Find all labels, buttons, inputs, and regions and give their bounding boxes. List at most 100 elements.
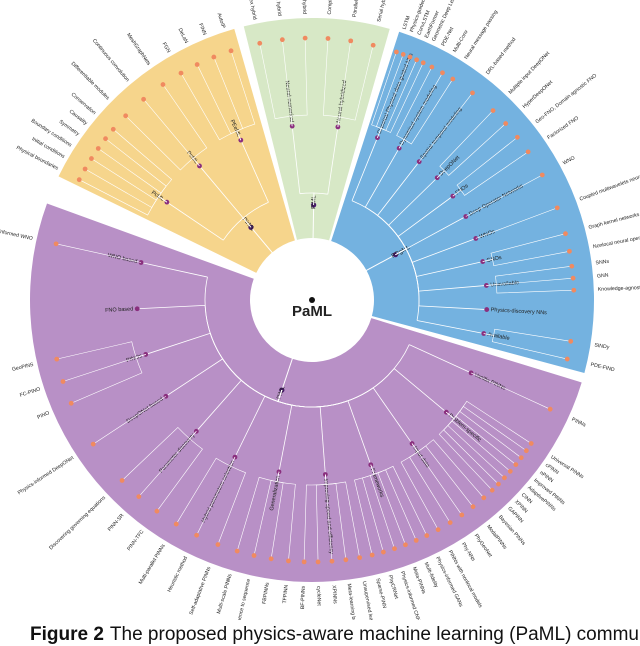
leaf-label: PINN-SR	[107, 513, 126, 533]
branch-link	[372, 387, 413, 444]
leaf-link	[56, 243, 142, 263]
leaf-node	[567, 248, 572, 254]
root-link	[311, 205, 315, 301]
branch-link	[418, 285, 487, 292]
leaf-link	[452, 151, 529, 197]
branch-link	[418, 305, 487, 310]
branch-arc	[204, 276, 283, 402]
leaf-link	[436, 123, 506, 178]
caption-prefix: Figure 2	[30, 624, 104, 645]
leaf-node	[569, 263, 575, 269]
leaf-label: Factorized FNO	[546, 115, 580, 141]
leaf-link	[162, 84, 208, 167]
leaf-node	[470, 504, 476, 510]
leaf-label: Neural message passing	[463, 9, 499, 60]
leaf-node	[568, 338, 574, 344]
leaf-label: Parallel hybrid	[352, 0, 363, 18]
root-link	[281, 299, 313, 391]
sector-pigml	[331, 31, 594, 373]
leaf-label: Coupled multiwavelets neural operator	[579, 166, 640, 203]
branch-link	[234, 395, 266, 458]
leaf-label: Sparse-PINN	[374, 578, 387, 609]
figure-caption: Figure 2 The proposed physics-aware machi…	[30, 624, 640, 646]
branch-link	[388, 177, 438, 226]
leaf-link	[438, 411, 493, 491]
leaf-node	[547, 406, 553, 412]
branch-link	[137, 304, 206, 310]
leaf-node	[470, 90, 475, 96]
leaf-link	[400, 443, 439, 530]
leaf-node	[513, 462, 519, 468]
leaf-node	[301, 559, 307, 565]
branch-link	[196, 380, 242, 432]
branch-link	[319, 406, 326, 475]
branch-arc	[242, 201, 269, 228]
leaf-node	[160, 82, 166, 87]
branch-link	[166, 201, 224, 241]
leaf-link	[418, 92, 473, 162]
leaf-label: Nonlocal neural operator	[593, 234, 640, 250]
leaf-node	[110, 126, 116, 132]
leaf-node	[563, 231, 568, 237]
leaf-node	[518, 455, 524, 461]
leaf-label: HyperDeepONet	[522, 79, 555, 110]
leaf-node	[348, 38, 354, 44]
branch-link	[377, 161, 420, 216]
sub-node-label: FNO based	[105, 306, 133, 313]
sub-node	[134, 306, 140, 312]
leaf-link	[337, 45, 374, 127]
leaf-node	[380, 549, 386, 555]
branch-link	[416, 261, 483, 277]
leaf-node	[279, 37, 285, 43]
leaf-node	[268, 556, 274, 562]
leaf-node	[435, 527, 441, 533]
leaf-node	[141, 96, 146, 102]
leaf-node	[251, 553, 257, 558]
leaf-node	[211, 54, 217, 60]
root-label: PaML	[292, 303, 332, 320]
leaf-link	[121, 427, 197, 481]
branch-arc	[395, 248, 420, 321]
leaf-node	[507, 468, 513, 474]
leaf-node	[424, 533, 430, 538]
sub-node-label: Physics-discovery NNs	[491, 307, 548, 316]
leaf-node	[68, 400, 74, 406]
leaf-node	[564, 356, 570, 362]
leaf-label: Complex hybrid	[327, 0, 335, 15]
leaf-node	[194, 62, 200, 67]
branch-link	[416, 320, 484, 334]
leaf-label: PINO	[36, 410, 50, 421]
leaf-node	[90, 441, 96, 447]
sector-pinn	[29, 203, 582, 583]
leaf-link	[482, 251, 570, 266]
leaf-link	[398, 78, 454, 149]
leaf-label: XPINNs	[330, 585, 337, 604]
branch-link	[405, 216, 466, 250]
leaf-label: FBPINNs	[261, 582, 270, 605]
leaf-node	[89, 156, 94, 161]
leaf-node	[194, 532, 200, 538]
leaf-node	[554, 205, 560, 211]
leaf-node	[154, 508, 160, 514]
leaf-label: Graph kernel networks	[588, 212, 640, 231]
leaf-label: MeshGraphNets	[125, 32, 152, 67]
leaf-label: Serial hybrid	[376, 0, 389, 23]
leaf-node	[173, 521, 179, 527]
sector-pirl	[58, 28, 295, 273]
leaf-node	[392, 546, 397, 552]
leaf-label: TFPINN	[282, 584, 290, 603]
leaf-node	[503, 121, 509, 126]
branch-link	[397, 195, 454, 237]
leaf-label: DRL-based method	[485, 37, 517, 76]
leaf-label: Causality	[68, 109, 89, 127]
leaf-node	[393, 49, 399, 55]
leaf-node	[447, 520, 453, 526]
leaf-node	[119, 478, 125, 483]
leaf-label: Multi-parallel PINNs	[138, 543, 167, 586]
leaf-link	[483, 333, 568, 360]
sub-node	[163, 393, 169, 399]
leaf-label: Parallel hybrid	[273, 0, 283, 16]
branch-arc	[313, 192, 328, 206]
leaf-label: PINNs	[571, 417, 587, 429]
